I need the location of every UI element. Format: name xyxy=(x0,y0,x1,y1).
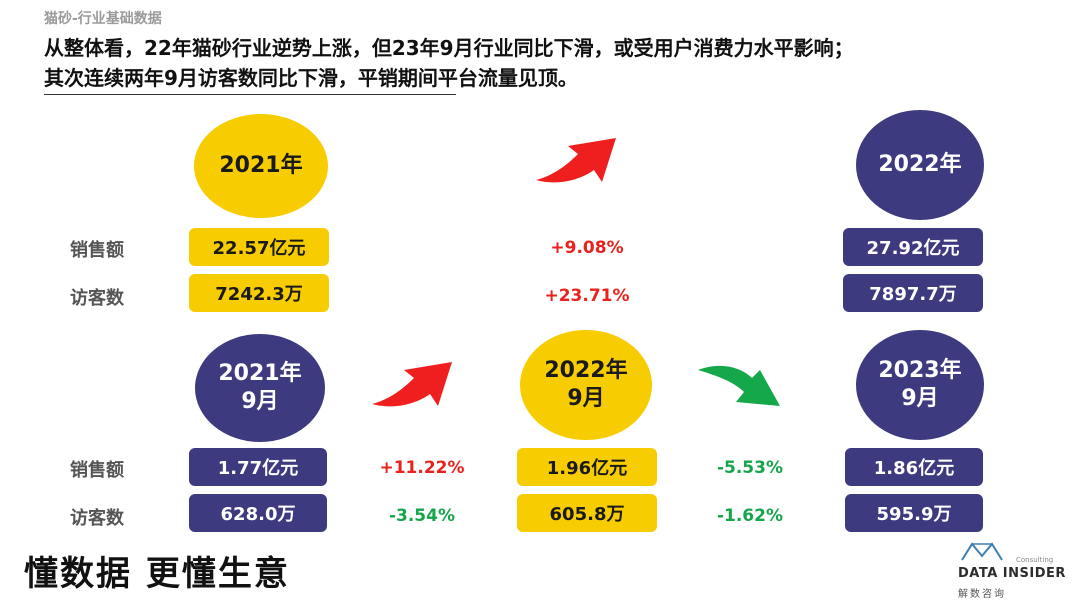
headline-line-2: 其次连续两年9月访客数同比下滑，平销期间平台流量见顶。 xyxy=(44,66,578,90)
box-2023-sep-visitors: 595.9万 xyxy=(845,494,983,532)
circle-2023-sep: 2023年 9月 xyxy=(856,330,984,440)
box-2022-sep-visitors: 605.8万 xyxy=(517,494,657,532)
circle-2021-title: 2021年 xyxy=(219,153,303,178)
breadcrumb: 猫砂-行业基础数据 xyxy=(44,11,162,27)
up-arrow-icon xyxy=(536,138,616,183)
box-2021-visitors: 7242.3万 xyxy=(189,274,329,312)
up-arrow-icon xyxy=(372,362,452,407)
box-2022-visitors: 7897.7万 xyxy=(843,274,983,312)
circle-2021: 2021年 xyxy=(194,114,328,218)
circle-2022-sep-year: 2022年 xyxy=(544,358,628,383)
box-2022-sep-sales: 1.96亿元 xyxy=(517,448,657,486)
circle-2023-sep-year: 2023年 xyxy=(878,358,962,383)
box-2021-sep-sales: 1.77亿元 xyxy=(189,448,327,486)
box-2022-sales: 27.92亿元 xyxy=(843,228,983,266)
down-arrow-icon xyxy=(698,365,780,406)
box-2023-sep-sales: 1.86亿元 xyxy=(845,448,983,486)
label-visitors-annual: 访客数 xyxy=(70,288,124,309)
logo-cn: 解数咨询 xyxy=(958,589,1006,600)
change-sep-22-23-visitors: -1.62% xyxy=(716,506,784,526)
label-visitors-sep: 访客数 xyxy=(70,508,124,529)
slogan: 懂数据 更懂生意 xyxy=(24,554,290,594)
logo-sub: Consulting xyxy=(1016,556,1054,564)
change-sep-22-23-sales: -5.53% xyxy=(716,458,784,478)
circle-2022-sep: 2022年 9月 xyxy=(520,330,652,440)
label-sales-annual: 销售额 xyxy=(70,240,124,261)
circle-2021-sep: 2021年 9月 xyxy=(195,334,325,442)
change-sep-21-22-visitors: -3.54% xyxy=(388,506,456,526)
headline-line-1: 从整体看，22年猫砂行业逆势上涨，但23年9月行业同比下滑，或受用户消费力水平影… xyxy=(44,36,854,60)
circle-2022-title: 2022年 xyxy=(878,152,962,177)
circle-2023-sep-month: 9月 xyxy=(901,386,939,411)
label-sales-sep: 销售额 xyxy=(70,460,124,481)
change-sep-21-22-sales: +11.22% xyxy=(379,458,465,478)
headline-underline xyxy=(44,94,456,95)
box-2021-sales: 22.57亿元 xyxy=(189,228,329,266)
circle-2021-sep-year: 2021年 xyxy=(218,361,302,386)
change-annual-visitors: +23.71% xyxy=(544,286,630,306)
circle-2021-sep-month: 9月 xyxy=(241,389,279,414)
logo-name: DATA INSIDER xyxy=(958,566,1066,581)
data-insider-logo-icon xyxy=(961,542,1003,561)
change-annual-sales: +9.08% xyxy=(550,238,624,258)
circle-2022-sep-month: 9月 xyxy=(567,386,605,411)
circle-2022: 2022年 xyxy=(856,110,984,220)
box-2021-sep-visitors: 628.0万 xyxy=(189,494,327,532)
